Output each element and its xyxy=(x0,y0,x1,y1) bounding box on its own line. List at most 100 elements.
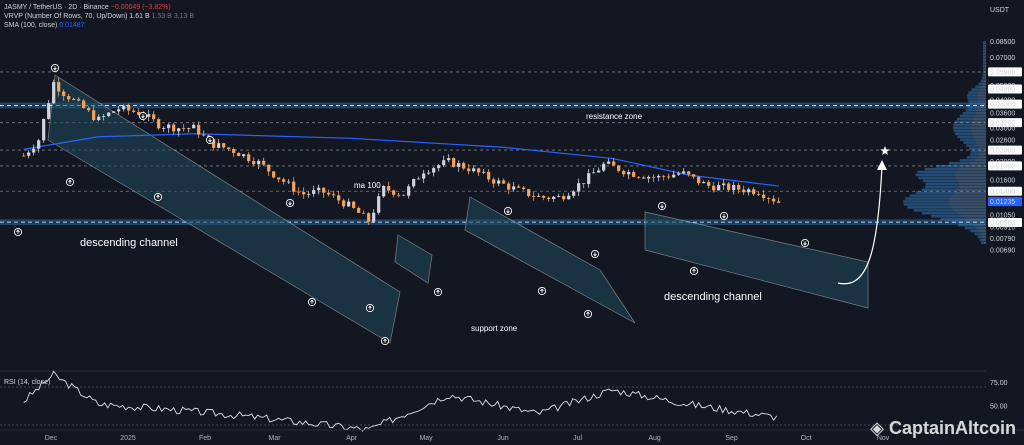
candle-down xyxy=(487,171,491,180)
candle-down xyxy=(697,176,701,184)
profile-bar-down xyxy=(948,200,986,203)
candle-down xyxy=(57,82,61,92)
candle-down xyxy=(387,185,391,191)
marker-arrow xyxy=(436,289,440,294)
support-zone-label: support zone xyxy=(471,324,518,333)
profile-bar-up xyxy=(982,64,985,68)
price-tick-label: 0.00960 xyxy=(990,220,1015,227)
candle-down xyxy=(522,187,526,190)
profile-bar-up xyxy=(963,141,976,144)
candle-up xyxy=(602,163,606,171)
currency-label: USDT xyxy=(990,7,1010,14)
candle-up xyxy=(587,173,591,184)
profile-bar-down xyxy=(958,185,986,189)
profile-bar-down xyxy=(954,173,986,177)
profile-bar-up xyxy=(967,94,978,97)
candle-up xyxy=(307,193,311,195)
arrow-down-icon xyxy=(138,111,148,121)
price-tick-label: 0.07000 xyxy=(990,55,1015,62)
profile-bar-up xyxy=(922,179,958,183)
price-tick-label: 0.00690 xyxy=(990,247,1015,254)
price-tick-label: 0.02600 xyxy=(990,137,1015,144)
candle-down xyxy=(467,168,471,172)
candle-up xyxy=(147,114,151,117)
price-tag xyxy=(988,161,1022,171)
marker-arrow xyxy=(53,66,57,71)
candle-down xyxy=(772,198,776,202)
profile-bar-up xyxy=(982,61,985,65)
rsi-tick-label: 75.00 xyxy=(990,380,1008,387)
candle-up xyxy=(37,140,41,149)
price-tag xyxy=(988,197,1022,207)
candle-up xyxy=(677,173,681,175)
profile-bar-up xyxy=(913,209,954,212)
candle-up xyxy=(72,99,76,100)
channel-band xyxy=(47,74,401,344)
arrow-down-icon xyxy=(719,211,729,221)
candle-down xyxy=(752,189,756,195)
marker-arrow xyxy=(803,241,807,246)
profile-bar-down xyxy=(949,197,986,200)
candle-up xyxy=(572,191,576,196)
candle-up xyxy=(552,196,556,200)
profile-bar-up xyxy=(909,194,952,197)
time-tick-label: Mar xyxy=(269,435,282,442)
marker-arrow xyxy=(141,114,145,119)
profile-bar-up xyxy=(953,129,972,133)
profile-bar-up xyxy=(968,91,979,94)
candle-up xyxy=(732,185,736,191)
candle-down xyxy=(137,111,141,115)
profile-bar-down xyxy=(954,191,986,194)
candle-up xyxy=(347,201,351,207)
marker-arrow xyxy=(593,252,597,257)
candle-down xyxy=(622,170,626,175)
candle-up xyxy=(437,165,441,169)
candle-down xyxy=(632,172,636,177)
candle-down xyxy=(757,194,761,195)
watermark-text: CaptainAltcoin xyxy=(888,418,1016,438)
time-tick-label: Oct xyxy=(801,435,812,442)
profile-bar-up xyxy=(977,235,983,239)
price-tick-label: 0.01235 xyxy=(990,199,1015,206)
sma-100-path xyxy=(23,133,779,187)
candle-down xyxy=(132,110,136,112)
arrow-down-icon xyxy=(50,63,60,73)
candle-up xyxy=(167,124,171,129)
profile-bar-up xyxy=(968,147,979,150)
marker-arrow xyxy=(368,305,372,310)
arrow-down-icon xyxy=(657,201,667,211)
candle-down xyxy=(82,100,86,109)
candle-up xyxy=(312,190,316,194)
rsi-pane xyxy=(0,370,1024,432)
marker-arrow xyxy=(383,338,387,343)
candle-down xyxy=(202,134,206,136)
marker-arrow xyxy=(586,311,590,316)
profile-bar-up xyxy=(959,114,975,118)
profile-bar-up xyxy=(949,161,970,165)
profile-bar-up xyxy=(975,85,982,88)
vrvp-title: VRVP (Number Of Rows, 70, Up/Down) xyxy=(4,13,128,20)
profile-bar-up xyxy=(982,58,985,62)
candle-up xyxy=(717,185,721,191)
candle-down xyxy=(157,119,161,129)
candle-up xyxy=(607,161,611,164)
profile-bar-down xyxy=(976,226,986,230)
candle-up xyxy=(117,109,121,112)
candle-down xyxy=(707,182,711,186)
profile-bar-up xyxy=(954,120,972,124)
profile-bar-down xyxy=(951,194,986,197)
profile-bar-up xyxy=(958,223,974,227)
price-tick-label: 0.00910 xyxy=(990,224,1015,231)
profile-bar-down xyxy=(983,79,986,83)
candle-down xyxy=(357,207,361,213)
arrow-down-icon xyxy=(590,249,600,259)
profile-bar-down xyxy=(961,214,986,218)
profile-bar-down xyxy=(975,111,986,115)
arrow-down-icon xyxy=(285,198,295,208)
time-tick-label: Jun xyxy=(497,435,508,442)
profile-bar-down xyxy=(984,50,986,53)
profile-bar-up xyxy=(978,82,983,86)
profile-bar-up xyxy=(915,173,955,177)
marker-arrow xyxy=(540,288,544,293)
